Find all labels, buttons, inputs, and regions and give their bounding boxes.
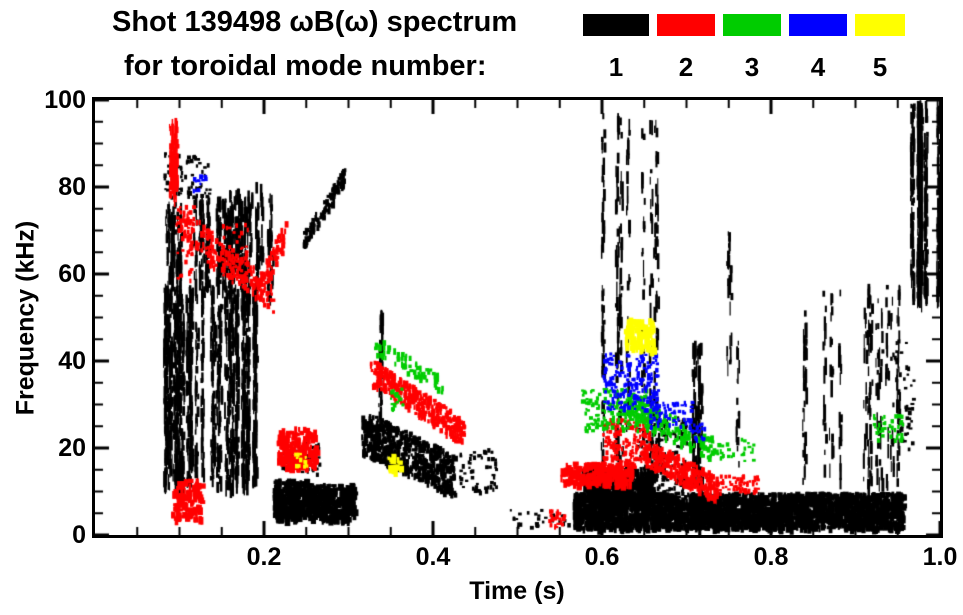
legend-label-mode5: 5 <box>872 52 888 82</box>
mode-legend-numbers: 1 2 3 4 5 <box>583 52 905 83</box>
figure-title-line1: Shot 139498 ωB(ω) spectrum <box>112 6 518 38</box>
y-tick-label-60: 60 <box>58 260 86 288</box>
figure-title-line2: for toroidal mode number: <box>124 50 487 82</box>
x-tick-label-1.0: 1.0 <box>922 543 958 571</box>
legend-label-mode1: 1 <box>608 52 624 82</box>
y-axis-title: Frequency (kHz) <box>11 220 40 416</box>
legend-label-mode4: 4 <box>810 52 826 82</box>
y-tick-label-0: 0 <box>72 521 86 549</box>
legend-label-mode3: 3 <box>744 52 760 82</box>
x-axis-title: Time (s) <box>469 577 565 605</box>
y-tick-label-40: 40 <box>58 347 86 375</box>
x-tick-label-0.6: 0.6 <box>584 543 620 571</box>
spectrogram-canvas <box>95 100 940 535</box>
y-tick-label-80: 80 <box>58 173 86 201</box>
y-tick-label-20: 20 <box>58 434 86 462</box>
x-tick-label-0.4: 0.4 <box>415 543 451 571</box>
legend-swatch-mode5-icon <box>855 14 905 36</box>
x-tick-label-0.8: 0.8 <box>753 543 789 571</box>
plot-area <box>92 97 943 538</box>
legend-label-mode2: 2 <box>678 52 694 82</box>
y-tick-label-100: 100 <box>44 86 86 114</box>
x-tick-label-0.2: 0.2 <box>246 543 282 571</box>
legend-swatch-mode3-icon <box>723 14 781 36</box>
legend-swatch-mode4-icon <box>789 14 847 36</box>
legend-swatch-mode1-icon <box>583 14 649 36</box>
legend-swatch-mode2-icon <box>657 14 715 36</box>
mode-legend-swatches <box>583 14 905 36</box>
